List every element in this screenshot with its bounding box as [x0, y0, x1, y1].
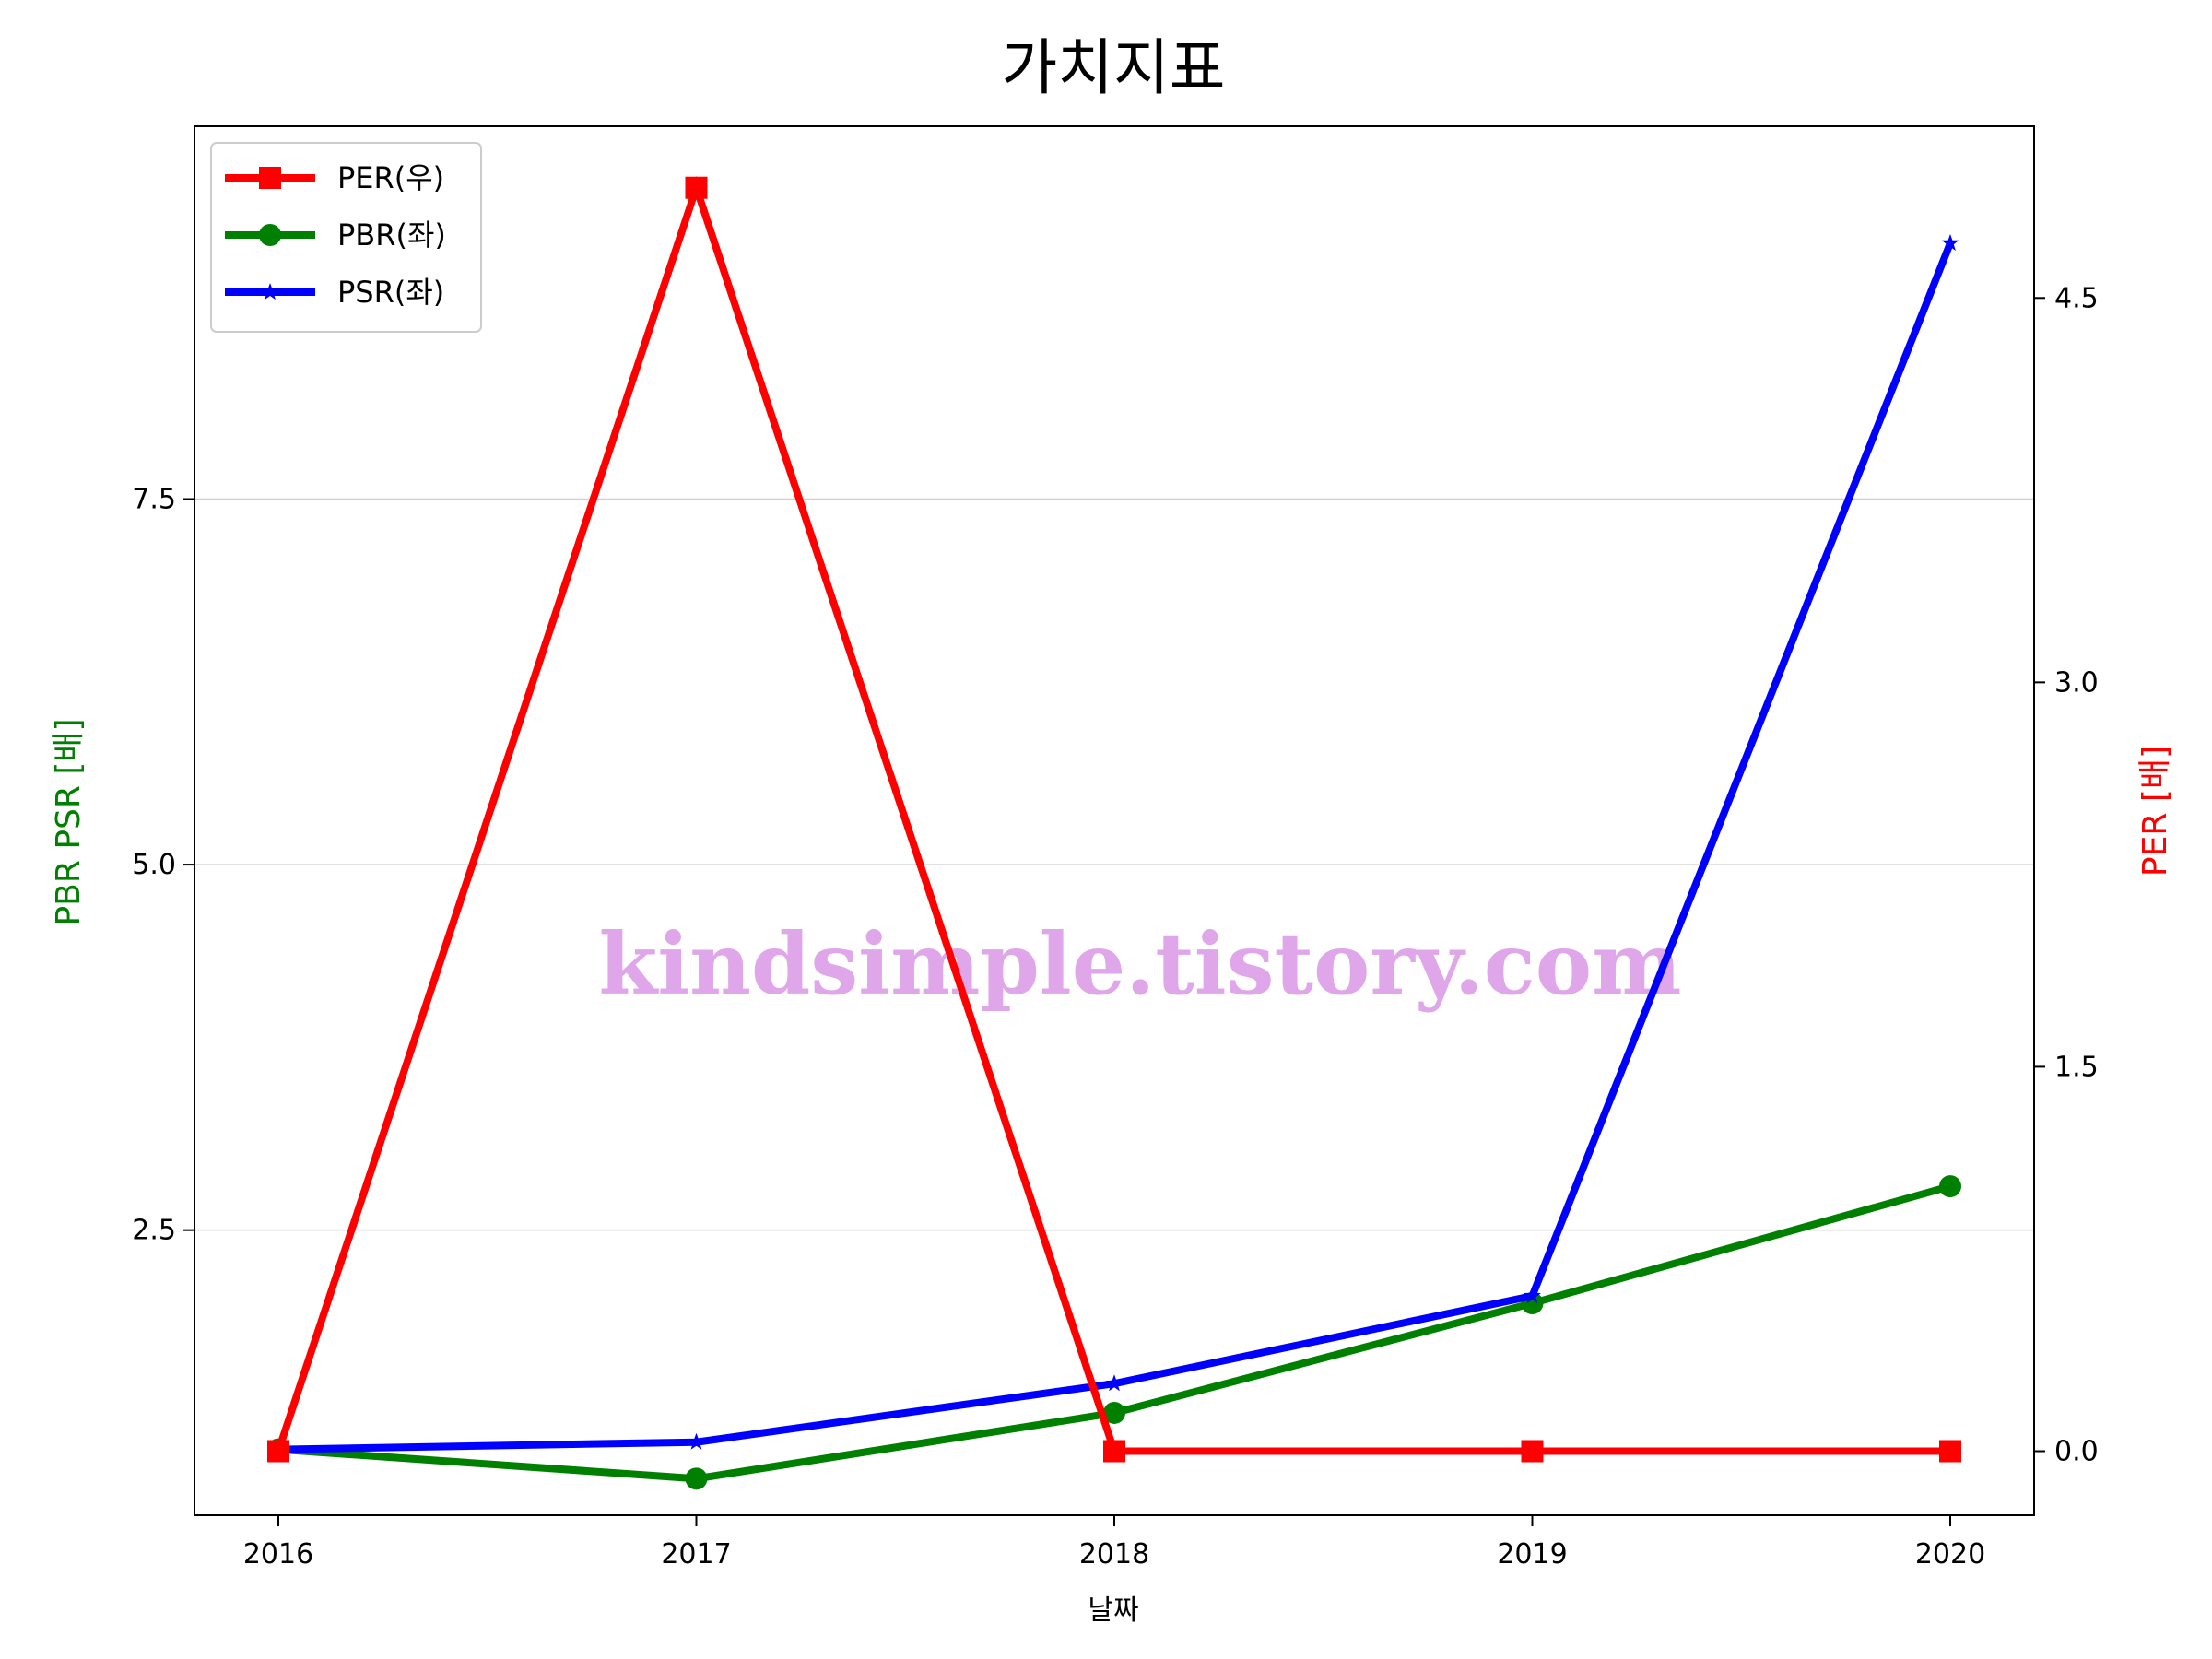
right-tick-label: 0.0 [2054, 1435, 2099, 1467]
legend-label: PBR(좌) [337, 218, 446, 253]
data-point-square [1939, 1440, 1961, 1463]
data-point-circle [259, 224, 281, 246]
watermark-text: kindsimple.tistory.com [598, 914, 1681, 1014]
gridlines [194, 498, 2034, 1231]
data-point-square [267, 1440, 289, 1463]
data-point-star [1105, 1374, 1124, 1392]
left-tick-label: 5.0 [132, 849, 176, 881]
right-axis-ticks: 0.0 1.5 3.0 4.5 [2034, 282, 2099, 1467]
legend-label: PSR(좌) [337, 275, 444, 310]
legend-item: PSR(좌) [225, 275, 444, 310]
series-per [267, 175, 1961, 1463]
right-tick-label: 1.5 [2054, 1051, 2099, 1083]
legend-item: PER(우) [225, 160, 444, 195]
x-tick-label: 2018 [1079, 1538, 1149, 1571]
right-tick-label: 4.5 [2054, 282, 2099, 314]
x-tick-label: 2016 [243, 1538, 313, 1571]
legend-item: PBR(좌) [225, 218, 446, 253]
plot-area [194, 125, 2035, 1516]
x-tick-label: 2019 [1497, 1538, 1567, 1571]
legend-label: PER(우) [337, 160, 444, 195]
data-point-circle [1103, 1401, 1125, 1424]
data-point-star [688, 1432, 705, 1450]
data-point-square [259, 167, 281, 189]
left-axis-label: PBR PSR [배] [50, 718, 88, 925]
data-point-square [1103, 1440, 1125, 1463]
legend-box [210, 142, 482, 333]
series-layer [267, 175, 1961, 1490]
data-point-square [685, 176, 708, 199]
data-point-circle [685, 1467, 708, 1490]
chart-title: 가치지표 [1002, 32, 1226, 103]
data-point-square [1521, 1440, 1544, 1463]
data-point-star [1941, 233, 1959, 251]
x-axis-label: 날짜 [1088, 1594, 1138, 1627]
left-axis-ticks: 2.5 5.0 7.5 [132, 484, 194, 1247]
right-tick-label: 3.0 [2054, 666, 2099, 699]
x-axis-ticks: 2016 2017 2018 2019 2020 [243, 1515, 1985, 1571]
series-psr [269, 233, 1959, 1457]
series-line [277, 241, 1954, 1453]
x-tick-label: 2020 [1915, 1538, 1985, 1571]
right-axis-label: PER [배] [2136, 746, 2174, 877]
legend: PER(우) PBR(좌) PSR(좌) [210, 142, 482, 333]
data-point-star [261, 283, 279, 300]
x-tick-label: 2017 [661, 1538, 731, 1571]
left-tick-label: 2.5 [132, 1215, 176, 1247]
data-point-star [1524, 1287, 1541, 1304]
left-tick-label: 7.5 [132, 484, 176, 516]
data-point-circle [1939, 1175, 1961, 1198]
series-line [275, 175, 1950, 1455]
